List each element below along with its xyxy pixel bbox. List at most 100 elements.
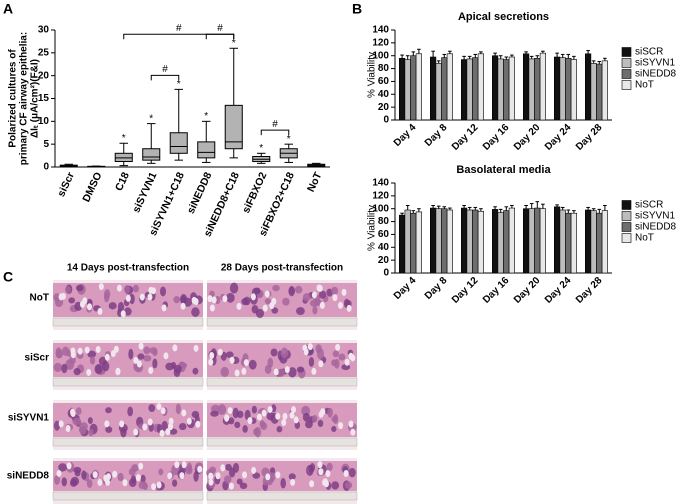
- nucleus: [280, 347, 289, 359]
- goblet-cell: [174, 461, 180, 469]
- x-tick-label: siFBXO2: [240, 170, 269, 215]
- goblet-cell: [322, 478, 328, 486]
- nucleus: [251, 405, 257, 414]
- nucleus: [288, 367, 297, 378]
- goblet-cell: [86, 368, 92, 376]
- nucleus: [55, 349, 63, 359]
- goblet-cell: [87, 303, 93, 311]
- goblet-cell: [159, 429, 165, 437]
- y-axis-label: primary CF airway epithelia:: [19, 32, 30, 165]
- nucleus: [105, 407, 112, 414]
- legend-swatch: [621, 233, 632, 243]
- y-tick-label: 140: [372, 25, 389, 36]
- goblet-cell: [343, 470, 349, 478]
- nucleus: [158, 468, 164, 476]
- bar: [398, 214, 406, 274]
- bracket-label: #: [162, 64, 168, 75]
- y-tick-label: 15: [38, 93, 50, 104]
- y-tick-label: 40: [378, 89, 390, 100]
- goblet-cell: [303, 348, 309, 356]
- nucleus: [129, 293, 135, 305]
- y-tick-label: 20: [38, 70, 50, 81]
- y-tick-label: 5: [43, 139, 49, 150]
- y-tick-label: 0: [43, 162, 49, 173]
- goblet-cell: [337, 301, 343, 309]
- bar: [497, 212, 504, 274]
- bar: [570, 212, 577, 274]
- bar: [590, 210, 597, 274]
- y-tick-label: 0: [383, 268, 389, 279]
- membrane: [206, 317, 358, 327]
- nucleus: [259, 420, 265, 428]
- nucleus: [89, 356, 96, 365]
- nucleus: [81, 470, 87, 480]
- goblet-cell: [113, 345, 119, 353]
- goblet-cell: [247, 417, 253, 425]
- legend-label: siSYVN1: [635, 58, 675, 69]
- goblet-cell: [138, 462, 144, 470]
- goblet-cell: [275, 471, 281, 479]
- nucleus: [87, 417, 93, 424]
- bar: [429, 56, 437, 121]
- nucleus: [331, 416, 338, 423]
- nucleus: [317, 348, 325, 360]
- goblet-cell: [104, 353, 110, 361]
- legend-label: siSYVN1: [635, 211, 675, 222]
- goblet-cell: [311, 291, 317, 299]
- bar: [466, 209, 473, 274]
- box: [142, 148, 161, 161]
- y-tick-label: 60: [378, 229, 390, 240]
- goblet-cell: [97, 478, 103, 486]
- bar: [534, 57, 541, 121]
- x-tick-label: Day 8: [423, 275, 450, 302]
- goblet-cell: [273, 368, 279, 376]
- legend-swatch: [621, 200, 632, 210]
- goblet-cell: [224, 414, 230, 422]
- nucleus: [65, 286, 71, 294]
- bar: [497, 58, 504, 121]
- goblet-cell: [317, 461, 323, 469]
- nucleus: [318, 290, 327, 299]
- nucleus: [327, 407, 333, 418]
- nucleus: [243, 296, 251, 306]
- y-tick-label: 100: [372, 50, 389, 61]
- goblet-cell: [228, 482, 234, 490]
- goblet-cell: [284, 366, 290, 374]
- y-tick-label: 30: [38, 25, 50, 36]
- nucleus: [88, 428, 94, 437]
- significance-star: *: [232, 38, 236, 49]
- x-tick-label: Day 16: [481, 122, 512, 153]
- nucleus: [79, 422, 88, 431]
- x-tick-label: Day 16: [481, 275, 512, 306]
- nucleus: [53, 362, 63, 373]
- goblet-cell: [191, 296, 197, 304]
- nucleus: [271, 307, 279, 314]
- column-header: 28 Days post-transfection: [221, 263, 343, 274]
- panel-label: A: [3, 1, 13, 17]
- bar: [466, 58, 473, 121]
- nucleus: [326, 288, 333, 297]
- y-tick-label: 80: [378, 63, 390, 74]
- legend-swatch: [621, 80, 632, 90]
- nucleus: [127, 406, 134, 417]
- membrane: [206, 437, 358, 447]
- bracket: [150, 74, 180, 81]
- goblet-cell: [344, 358, 350, 366]
- goblet-cell: [58, 420, 64, 428]
- y-axis-label: % Viability: [367, 205, 378, 251]
- goblet-cell: [269, 302, 275, 310]
- row-label: siNEDD8: [7, 471, 50, 482]
- bar: [584, 53, 592, 121]
- goblet-cell: [98, 283, 104, 291]
- goblet-cell: [222, 295, 228, 303]
- goblet-cell: [242, 471, 248, 479]
- nucleus: [102, 361, 110, 372]
- bar: [460, 59, 468, 121]
- y-tick-label: 25: [38, 47, 50, 58]
- nucleus: [305, 420, 313, 429]
- nucleus: [331, 481, 340, 490]
- goblet-cell: [151, 483, 157, 491]
- nucleus: [224, 475, 232, 484]
- goblet-cell: [105, 478, 111, 486]
- x-tick-label: Day 20: [512, 122, 543, 153]
